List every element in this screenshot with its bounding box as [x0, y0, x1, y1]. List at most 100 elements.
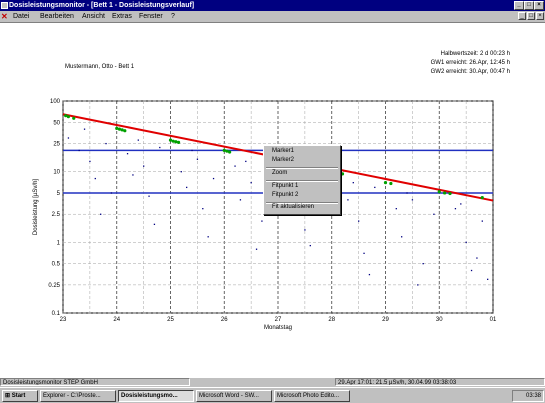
windows-logo-icon: ⊞: [5, 393, 11, 399]
menu-help[interactable]: ?: [171, 13, 175, 20]
halbwertszeit-text: Halbwertszeit: 2 d 00:23 h: [440, 51, 510, 57]
ctx-marker1[interactable]: Marker1: [272, 148, 295, 154]
data-point: [358, 220, 360, 222]
fit-point: [120, 128, 124, 132]
system-tray-clock: 03:38: [512, 390, 544, 402]
data-point: [180, 171, 182, 173]
data-point: [363, 252, 365, 254]
window-title: Dosisleistungsmonitor - [Bett 1 - Dosisl…: [9, 2, 195, 9]
data-point: [212, 177, 215, 180]
fit-point: [64, 114, 68, 118]
taskbar-photo-editor[interactable]: Microsoft Photo Edito...: [274, 390, 350, 402]
data-point: [487, 278, 489, 280]
x-tick-label: 30: [436, 317, 443, 323]
gw2-text: GW2 erreicht: 30.Apr, 00:47 h: [430, 69, 510, 75]
ctx-marker2[interactable]: Marker2: [272, 157, 295, 163]
taskbar-dosisleistungsmonitor[interactable]: Dosisleistungsmo...: [118, 390, 194, 402]
menu-extras[interactable]: Extras: [112, 13, 132, 20]
fit-point: [448, 191, 452, 196]
data-point: [422, 263, 424, 265]
data-point: [470, 269, 473, 272]
y-axis-label: Dosisleistung [µSv/h]: [33, 179, 39, 235]
data-point: [255, 248, 258, 250]
fit-point: [174, 140, 178, 144]
close-button[interactable]: ×: [534, 1, 544, 10]
ctx-separator: [266, 202, 338, 204]
y-tick-label: 2.5: [52, 212, 61, 218]
data-point: [374, 186, 376, 189]
fit-point: [389, 181, 393, 186]
data-point: [347, 199, 349, 201]
taskbar-explorer[interactable]: Explorer - C:\Proste...: [40, 390, 116, 402]
y-tick-label: 5: [57, 191, 61, 197]
fit-point: [168, 138, 173, 142]
x-axis-label: Monatstag: [264, 325, 292, 331]
maximize-button[interactable]: □: [524, 1, 534, 10]
data-point: [67, 137, 70, 139]
fit-point: [340, 172, 345, 176]
menu-bearbeiten[interactable]: Bearbeiten: [40, 13, 74, 20]
data-point: [245, 160, 247, 163]
data-point: [476, 257, 478, 259]
data-point: [239, 199, 242, 201]
x-tick-label: 29: [382, 317, 389, 323]
ctx-fitpunkt1[interactable]: Fitpunkt 1: [272, 183, 299, 189]
fit-point: [437, 190, 441, 194]
x-tick-label: 23: [60, 317, 67, 323]
fit-point: [480, 195, 484, 200]
document-icon[interactable]: ✕: [1, 12, 8, 21]
fit-point: [228, 150, 232, 154]
mdi-restore-button[interactable]: □: [527, 12, 535, 20]
data-point: [304, 229, 306, 231]
data-point: [132, 174, 134, 176]
x-tick-label: 26: [221, 317, 228, 323]
mdi-close-button[interactable]: ×: [536, 12, 544, 20]
data-point: [417, 284, 419, 286]
gw1-text: GW1 erreicht: 26.Apr, 12:45 h: [430, 60, 510, 66]
menu-fenster[interactable]: Fenster: [139, 13, 163, 20]
data-point: [83, 128, 86, 130]
data-point: [401, 236, 403, 238]
menu-datei[interactable]: Datei: [13, 13, 30, 20]
mdi-minimize-button[interactable]: _: [518, 12, 526, 20]
app-window: Dosisleistungsmonitor - [Bett 1 - Dosisl…: [0, 0, 545, 387]
ctx-separator: [266, 167, 338, 169]
x-tick-label: 24: [113, 317, 120, 323]
data-point: [465, 241, 467, 244]
data-point: [395, 208, 397, 210]
data-point: [191, 149, 193, 152]
taskbar-word[interactable]: Microsoft Word - SW...: [196, 390, 272, 402]
minimize-button[interactable]: _: [514, 1, 524, 10]
data-point: [481, 220, 483, 222]
data-point: [186, 186, 188, 189]
title-bar[interactable]: Dosisleistungsmonitor - [Bett 1 - Dosisl…: [0, 0, 545, 11]
data-point: [100, 213, 102, 215]
x-tick-label: 28: [328, 317, 335, 323]
y-tick-label: 0.25: [48, 283, 60, 289]
data-point: [250, 182, 252, 184]
data-point: [126, 153, 129, 155]
fit-point: [115, 126, 119, 130]
y-tick-label: 25: [53, 142, 60, 148]
data-point: [202, 208, 204, 210]
fit-point: [66, 115, 70, 119]
y-tick-label: 50: [53, 120, 60, 126]
y-tick-label: 1: [57, 240, 61, 246]
menu-bar: ✕ Datei Bearbeiten Ansicht Extras Fenste…: [0, 11, 545, 22]
status-bar: Dosisleistungsmonitor STEP GmbH 29.Apr 1…: [0, 378, 545, 387]
fit-point: [171, 139, 175, 143]
menu-ansicht[interactable]: Ansicht: [82, 13, 105, 20]
ctx-fitpunkt2[interactable]: Fitpunkt 2: [272, 192, 299, 198]
data-point: [261, 220, 263, 222]
fit-point: [383, 181, 388, 185]
data-point: [352, 182, 354, 184]
ctx-fit-aktualisieren[interactable]: Fit aktualisieren: [272, 204, 315, 210]
start-button[interactable]: ⊞ Start: [2, 390, 38, 402]
data-point: [406, 192, 408, 194]
ctx-zoom[interactable]: Zoom: [272, 170, 288, 176]
data-point: [411, 199, 414, 201]
app-icon[interactable]: [1, 2, 8, 9]
taskbar: ⊞ Start Explorer - C:\Proste... Dosislei…: [0, 387, 545, 403]
data-point: [137, 139, 139, 141]
data-point: [110, 192, 113, 194]
